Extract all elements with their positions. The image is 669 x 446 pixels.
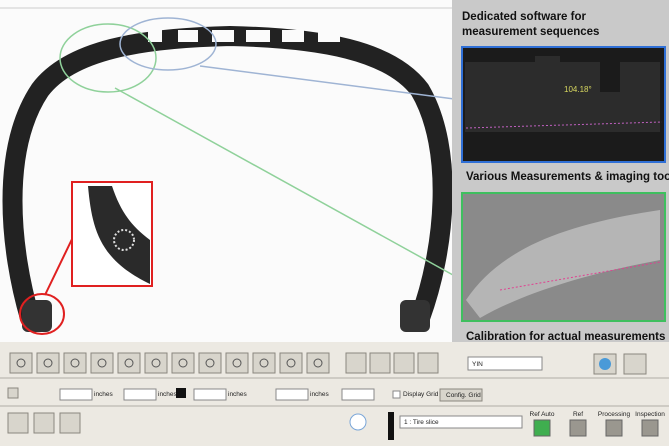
tool-icon <box>259 358 269 368</box>
status-indicator <box>569 419 587 437</box>
color-icon <box>599 358 611 370</box>
value-field[interactable] <box>59 388 93 401</box>
measure-line <box>465 121 663 129</box>
view-button[interactable] <box>369 352 391 374</box>
tool-icon <box>16 358 26 368</box>
status-indicator <box>533 419 551 437</box>
open-button[interactable] <box>7 412 29 434</box>
measure-line <box>499 261 661 291</box>
value-field[interactable] <box>275 388 309 401</box>
light-button[interactable] <box>349 413 367 431</box>
tool-icon <box>124 358 134 368</box>
tool-button[interactable] <box>144 352 168 374</box>
status-indicator <box>641 419 659 437</box>
config-grid-button[interactable] <box>439 388 483 402</box>
status-label: Ref Auto <box>530 411 555 418</box>
bead-highlight <box>19 293 65 335</box>
status-indicator <box>605 419 623 437</box>
tool-icon <box>205 358 215 368</box>
tool-button[interactable] <box>9 352 33 374</box>
unit-label: inches <box>228 391 248 398</box>
tool-button[interactable] <box>225 352 249 374</box>
slider[interactable] <box>388 412 394 440</box>
toggle-button[interactable] <box>7 387 19 399</box>
tool-button[interactable] <box>117 352 141 374</box>
value-field[interactable] <box>123 388 157 401</box>
tools-connector <box>114 87 463 281</box>
callout-tools: Various Measurements & imaging tools <box>466 171 669 183</box>
tool-button[interactable] <box>279 352 303 374</box>
tool-icon <box>43 358 53 368</box>
bead-section <box>466 210 660 318</box>
save-button[interactable] <box>33 412 55 434</box>
export-button[interactable] <box>623 353 647 375</box>
tool-icon <box>286 358 296 368</box>
callout-calibration: Calibration for actual measurements <box>466 331 665 343</box>
status-label: Ref <box>573 411 583 418</box>
tool-icon <box>232 358 242 368</box>
tool-button[interactable] <box>171 352 195 374</box>
zoom-arrow <box>44 234 75 296</box>
print-button[interactable] <box>59 412 81 434</box>
tool-button[interactable] <box>252 352 276 374</box>
status-indicators: Ref Auto Ref Processing Inspection <box>530 411 665 437</box>
tool-icon <box>313 358 323 368</box>
unit-label: inches <box>158 391 178 398</box>
slice-select[interactable] <box>399 415 523 429</box>
value-field[interactable] <box>193 388 227 401</box>
view-button[interactable] <box>417 352 439 374</box>
tool-button[interactable] <box>63 352 87 374</box>
tire-profile <box>2 25 453 332</box>
display-grid-label: Display Grid <box>403 391 439 398</box>
bead-zoom <box>71 181 153 287</box>
slice-select-text: 1 : Tire slice <box>404 419 439 426</box>
color-swatch[interactable] <box>176 388 186 398</box>
tool-icon <box>97 358 107 368</box>
unit-label: inches <box>310 391 330 398</box>
tool-icon <box>70 358 80 368</box>
status-label: Processing <box>598 411 631 418</box>
unit-label: inches <box>94 391 114 398</box>
display-grid-checkbox[interactable] <box>392 390 401 399</box>
callout-software: Dedicated software for measurement seque… <box>462 11 600 38</box>
tool-button[interactable] <box>306 352 330 374</box>
tool-buttons <box>9 352 439 374</box>
software-highlight <box>119 17 217 71</box>
mode-select[interactable] <box>467 356 543 371</box>
software-connector <box>199 65 463 101</box>
tool-button[interactable] <box>90 352 114 374</box>
tool-icon <box>151 358 161 368</box>
angle-label: 104.18° <box>564 85 592 94</box>
view-button[interactable] <box>345 352 367 374</box>
callout-software-text: Dedicated software for measurement seque… <box>462 11 600 38</box>
tool-icon <box>178 358 188 368</box>
mode-select-text: YIN <box>472 361 483 368</box>
config-grid-text: Config. Grid <box>446 392 481 399</box>
value-field[interactable] <box>341 388 375 401</box>
tools-highlight <box>59 23 157 93</box>
status-label: Inspection <box>635 411 665 418</box>
tool-button[interactable] <box>36 352 60 374</box>
tread-detail <box>465 56 660 132</box>
view-button[interactable] <box>393 352 415 374</box>
tool-button[interactable] <box>198 352 222 374</box>
